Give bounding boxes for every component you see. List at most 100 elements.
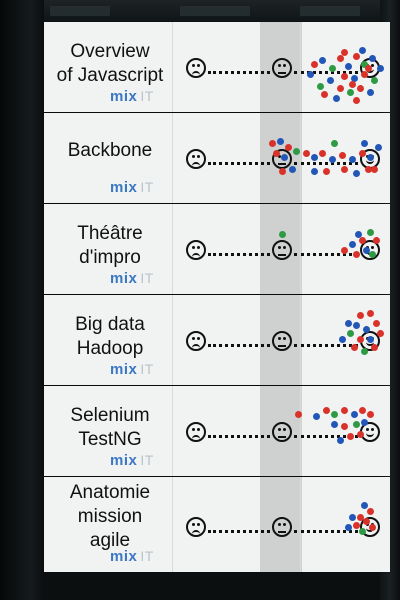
sheet-fold-line [300,295,301,385]
vote-sticker [365,65,372,72]
window-mullion [180,6,250,16]
vote-sticker [341,407,348,414]
vote-sticker [329,156,336,163]
vote-sticker [367,89,374,96]
it-logo-word: IT [140,179,154,195]
scale-dotted-line [294,253,358,256]
session-sheet: Anatomie mission agile mix IT [44,477,390,572]
session-title: Selenium TestNG [50,404,170,452]
it-logo-word: IT [140,88,154,104]
vote-sticker [341,247,348,254]
neutral-face-icon [272,240,292,260]
vote-sticker [311,154,318,161]
session-title: Big data Hadoop [50,313,170,361]
vote-sticker [361,71,368,78]
vote-sticker [347,330,354,337]
session-title: Anatomie mission agile [50,481,170,553]
sheet-fold-line [172,386,173,476]
vote-sticker [337,55,344,62]
vote-sticker [353,53,360,60]
scale-dotted-line [294,344,358,347]
vote-sticker [323,407,330,414]
session-title: Backbone [50,139,170,163]
vote-sticker [281,154,288,161]
session-sheet: Selenium TestNG mix IT [44,386,390,476]
vote-sticker [353,522,360,529]
vote-sticker [369,55,376,62]
vote-sticker [295,411,302,418]
window-mullion [300,6,360,16]
vote-sticker [361,61,368,68]
sad-face-icon [186,149,206,169]
session-sheet: Backbone mix IT [44,113,390,203]
it-logo-word: IT [140,452,154,468]
mix-it-logo: mix IT [110,88,154,105]
mix-it-logo: mix IT [110,548,154,565]
vote-sticker [367,411,374,418]
vote-sticker [369,524,376,531]
vote-sticker [359,407,366,414]
session-title-line: Théâtre [77,223,143,244]
vote-sticker [351,411,358,418]
sheet-fold-line [172,204,173,294]
vote-sticker [367,508,374,515]
sheet-fold-line [300,204,301,294]
vote-sticker [345,320,352,327]
vote-sticker [331,411,338,418]
vote-sticker [303,150,310,157]
vote-sticker [371,77,378,84]
vote-sticker [353,97,360,104]
vote-sticker [359,150,366,157]
vote-sticker [273,150,280,157]
scale-dotted-line [294,162,358,165]
scale-dotted-line [208,530,270,533]
scale-dotted-line [208,162,270,165]
vote-sticker [345,524,352,531]
vote-sticker [339,336,346,343]
vote-sticker [327,77,334,84]
vote-sticker [373,320,380,327]
it-logo-word: IT [140,361,154,377]
vote-sticker [307,71,314,78]
vote-sticker [341,49,348,56]
vote-sticker [351,75,358,82]
vote-sticker [349,514,356,521]
vote-sticker [319,150,326,157]
vote-sticker [321,91,328,98]
vote-sticker [293,148,300,155]
neutral-face-icon [272,331,292,351]
vote-sticker [331,140,338,147]
mix-logo-word: mix [110,452,138,469]
scale-dotted-line [294,435,358,438]
mix-it-logo: mix IT [110,452,154,469]
vote-sticker [367,154,374,161]
vote-sticker [313,413,320,420]
vote-sticker [371,166,378,173]
scale-dotted-line [294,530,358,533]
it-logo-word: IT [140,270,154,286]
neutral-face-icon [272,517,292,537]
session-title-line: d'impro [79,247,141,268]
vote-sticker [357,336,364,343]
sheet-fold-line [172,113,173,203]
mix-it-logo: mix IT [110,361,154,378]
session-title-line: Selenium [70,405,150,426]
window-mullion [50,6,110,16]
vote-sticker [337,85,344,92]
sheet-fold-line [300,386,301,476]
vote-sticker [355,231,362,238]
scale-dotted-line [208,435,270,438]
sheet-fold-line [172,295,173,385]
vote-sticker [363,326,370,333]
vote-sticker [269,140,276,147]
mix-it-logo: mix IT [110,270,154,287]
sad-face-icon [186,517,206,537]
sheet-fold-line [172,477,173,572]
vote-sticker [367,336,374,343]
vote-sticker [347,433,354,440]
mix-logo-word: mix [110,179,138,196]
vote-sticker [365,166,372,173]
vote-sticker [353,251,360,258]
vote-sticker [341,423,348,430]
vote-sticker [329,65,336,72]
